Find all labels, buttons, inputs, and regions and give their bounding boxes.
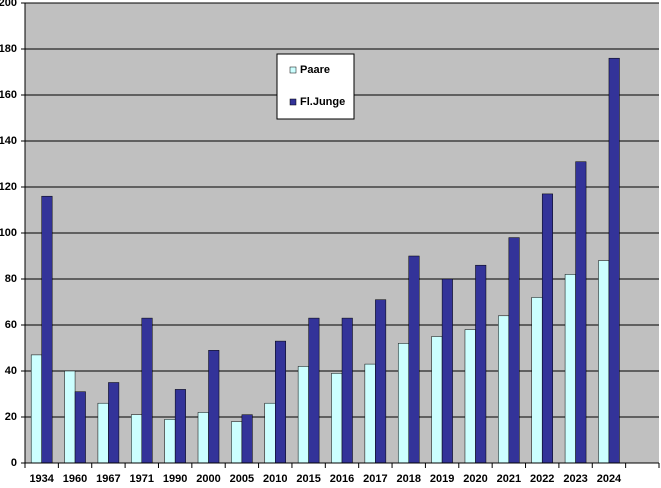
x-tick-label: 2010 (263, 473, 287, 483)
bar (108, 382, 120, 464)
x-tick-label: 1990 (163, 473, 187, 483)
x-tick-label: 2000 (196, 473, 220, 483)
legend-label: Fl.Junge (300, 96, 345, 108)
bar (308, 317, 320, 464)
bar (231, 421, 243, 464)
x-tick-label: 2016 (330, 473, 354, 483)
x-tick-label: 2015 (296, 473, 320, 483)
y-tick-label: 20 (5, 411, 17, 423)
y-tick-label: 80 (5, 273, 17, 285)
x-tick-label: 1934 (29, 473, 54, 483)
bar (264, 402, 276, 464)
bar (341, 317, 353, 464)
bar (241, 414, 253, 464)
legend: Paare Fl.Junge (276, 53, 355, 120)
x-tick-label: 2019 (430, 473, 454, 483)
bar (197, 412, 209, 464)
bar (30, 354, 42, 464)
bar (598, 260, 610, 464)
bar (97, 402, 109, 464)
y-tick-label: 0 (11, 457, 17, 469)
y-tick-label: 120 (0, 181, 17, 193)
x-tick-label: 2021 (497, 473, 521, 483)
x-tick-label: 2020 (463, 473, 487, 483)
bar (608, 57, 620, 464)
x-tick-label: 2005 (230, 473, 254, 483)
bar (164, 419, 176, 464)
x-tick-label: 2024 (597, 473, 622, 483)
bar (408, 255, 420, 464)
y-tick-label: 100 (0, 227, 17, 239)
bar (331, 373, 343, 464)
bar (74, 391, 86, 464)
bar (174, 389, 186, 464)
legend-marker (289, 98, 297, 106)
bar (364, 363, 376, 464)
legend-label: Paare (300, 64, 330, 76)
bar (397, 343, 409, 464)
bar (375, 299, 387, 464)
legend-marker (289, 66, 297, 74)
bar (64, 370, 76, 464)
x-tick-label: 2017 (363, 473, 387, 483)
y-tick-label: 180 (0, 43, 17, 55)
bar (208, 350, 220, 464)
bar (508, 237, 520, 464)
bar (275, 340, 287, 464)
bar (441, 278, 453, 464)
x-tick-label: 2022 (530, 473, 554, 483)
x-tick-label: 2018 (396, 473, 420, 483)
y-tick-label: 40 (5, 365, 17, 377)
x-tick-label: 1960 (63, 473, 87, 483)
y-tick-label: 160 (0, 89, 17, 101)
y-tick-label: 60 (5, 319, 17, 331)
bar (475, 264, 487, 464)
x-tick-label: 1971 (130, 473, 154, 483)
legend-box (276, 53, 355, 120)
bar (131, 414, 143, 464)
bar (564, 274, 576, 464)
bar (464, 329, 476, 464)
bar (541, 193, 553, 464)
bar (141, 317, 153, 464)
bars (30, 57, 620, 464)
y-tick-label: 200 (0, 0, 17, 9)
bar (431, 336, 443, 464)
y-tick-label: 140 (0, 135, 17, 147)
bar (575, 161, 587, 464)
bar (41, 195, 53, 464)
bar (531, 297, 543, 464)
x-tick-label: 2023 (563, 473, 587, 483)
x-tick-label: 1967 (96, 473, 120, 483)
bar (297, 366, 309, 464)
bar (498, 315, 510, 464)
